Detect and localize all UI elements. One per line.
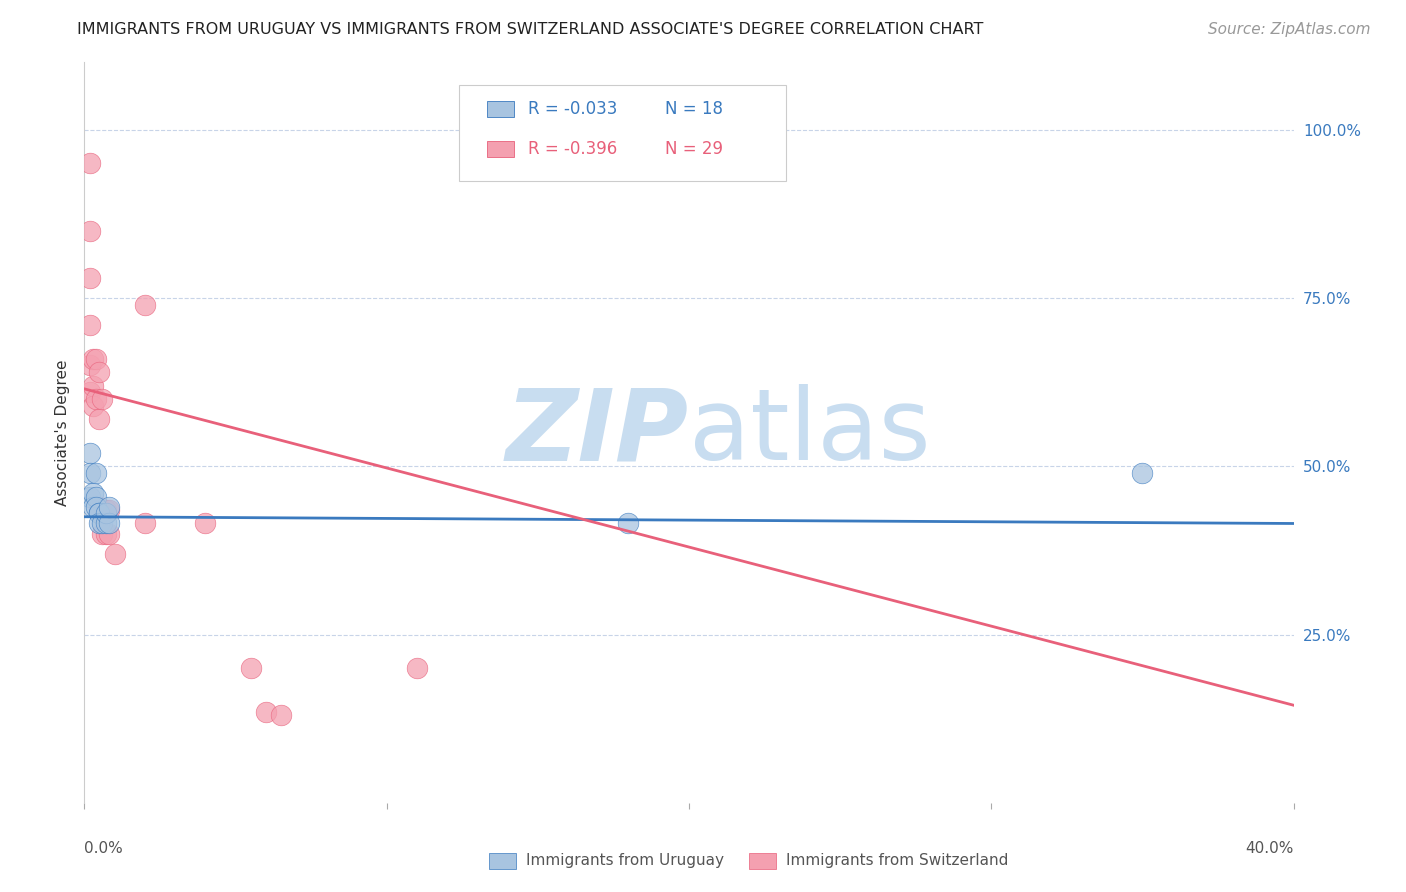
Point	[86, 351, 108, 366]
Point	[97, 516, 120, 531]
Text: Immigrants from Uruguay: Immigrants from Uruguay	[526, 853, 724, 868]
Point	[91, 392, 114, 406]
Point	[82, 486, 104, 500]
Text: 0.0%: 0.0%	[84, 841, 124, 856]
Point	[79, 385, 101, 400]
Point	[89, 365, 111, 379]
Point	[1130, 466, 1153, 480]
Point	[86, 392, 108, 406]
Text: IMMIGRANTS FROM URUGUAY VS IMMIGRANTS FROM SWITZERLAND ASSOCIATE'S DEGREE CORREL: IMMIGRANTS FROM URUGUAY VS IMMIGRANTS FR…	[77, 22, 984, 37]
Point	[86, 490, 108, 504]
Point	[79, 224, 101, 238]
Point	[97, 500, 120, 514]
Point	[82, 500, 104, 514]
Point	[79, 359, 101, 373]
Point	[97, 526, 120, 541]
Point	[194, 516, 217, 531]
Point	[79, 318, 101, 332]
Text: N = 18: N = 18	[665, 100, 723, 118]
Text: atlas: atlas	[689, 384, 931, 481]
Point	[254, 705, 277, 719]
Point	[97, 503, 120, 517]
Point	[239, 661, 262, 675]
Point	[79, 490, 101, 504]
FancyBboxPatch shape	[749, 853, 776, 870]
Point	[91, 516, 114, 531]
Text: R = -0.033: R = -0.033	[529, 100, 617, 118]
Point	[79, 156, 101, 170]
Point	[94, 507, 117, 521]
Point	[104, 547, 127, 561]
Point	[82, 351, 104, 366]
Point	[91, 526, 114, 541]
Text: ZIP: ZIP	[506, 384, 689, 481]
Point	[89, 516, 111, 531]
Y-axis label: Associate's Degree: Associate's Degree	[55, 359, 70, 506]
Point	[94, 526, 117, 541]
Point	[89, 500, 111, 514]
Point	[79, 466, 101, 480]
Point	[82, 399, 104, 413]
FancyBboxPatch shape	[486, 141, 513, 157]
Point	[86, 466, 108, 480]
Point	[82, 378, 104, 392]
Point	[94, 503, 117, 517]
Point	[134, 516, 156, 531]
FancyBboxPatch shape	[486, 101, 513, 117]
Point	[79, 270, 101, 285]
Point	[134, 298, 156, 312]
Point	[617, 516, 640, 531]
Text: R = -0.396: R = -0.396	[529, 140, 617, 158]
FancyBboxPatch shape	[460, 85, 786, 181]
Point	[406, 661, 429, 675]
Text: 40.0%: 40.0%	[1246, 841, 1294, 856]
Point	[89, 412, 111, 426]
Point	[89, 507, 111, 521]
Text: Immigrants from Switzerland: Immigrants from Switzerland	[786, 853, 1008, 868]
Point	[94, 516, 117, 531]
FancyBboxPatch shape	[489, 853, 516, 870]
Point	[270, 708, 292, 723]
Point	[79, 446, 101, 460]
Text: Source: ZipAtlas.com: Source: ZipAtlas.com	[1208, 22, 1371, 37]
Text: N = 29: N = 29	[665, 140, 723, 158]
Point	[89, 507, 111, 521]
Point	[91, 507, 114, 521]
Point	[86, 500, 108, 514]
